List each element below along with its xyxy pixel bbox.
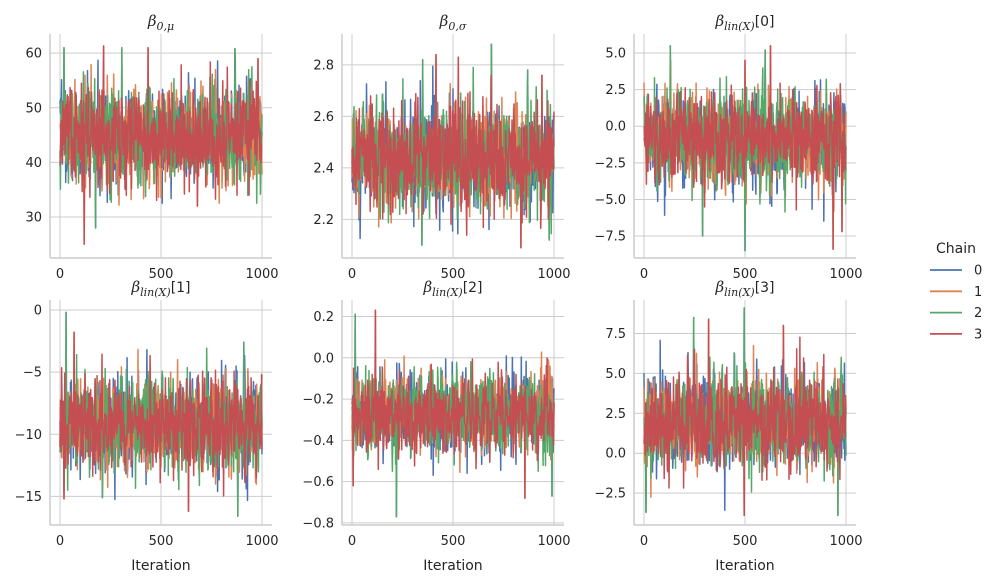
series-chain-3 — [351, 53, 555, 249]
x-tick-label: 1000 — [245, 534, 278, 549]
y-tick-label: 0 — [34, 303, 42, 318]
y-tick-label: 2.4 — [313, 161, 334, 176]
y-tick-label: −0.4 — [302, 434, 334, 449]
y-tick-label: 2.5 — [605, 407, 626, 422]
y-tick-label: 40 — [25, 156, 42, 171]
x-tick-label: 0 — [640, 534, 648, 549]
y-tick-label: −0.8 — [302, 516, 334, 531]
x-tick-label: 0 — [56, 267, 64, 282]
x-tick-label: 1000 — [829, 534, 862, 549]
y-tick-label: −2.5 — [594, 156, 626, 171]
x-axis-title: Iteration — [715, 558, 774, 574]
panel-title: βlin(X)[0] — [714, 12, 774, 33]
y-tick-label: 5.0 — [605, 367, 626, 382]
x-tick-label: 500 — [441, 267, 466, 282]
series-chain-3 — [643, 318, 847, 517]
y-tick-label: 50 — [25, 101, 42, 116]
x-tick-label: 1000 — [537, 267, 570, 282]
x-tick-label: 500 — [441, 534, 466, 549]
panel-3: −7.5 −5.0 −2.5 0.0 2.5 5.0 0 500 1000 βlin(X)[0] — [594, 12, 862, 282]
y-tick-label: −2.5 — [594, 487, 626, 502]
x-tick-label: 0 — [348, 534, 356, 549]
legend-label-2: 2 — [974, 306, 982, 321]
traces — [59, 45, 263, 246]
legend-label-1: 1 — [974, 285, 982, 300]
panel-title: βlin(X)[2] — [422, 278, 482, 299]
x-tick-label: 0 — [348, 267, 356, 282]
panel-title: βlin(X)[3] — [714, 278, 774, 299]
panel-6: −2.5 0.0 2.5 5.0 7.5 0 500 1000 Iteration βlin(X)… — [594, 278, 862, 574]
panel-1: 30 40 50 60 0 500 1000 β0,μ — [25, 12, 278, 282]
y-tick-label: 2.8 — [313, 58, 334, 73]
y-tick-label: 60 — [25, 47, 42, 62]
y-tick-label: 5.0 — [605, 47, 626, 62]
x-tick-label: 1000 — [829, 267, 862, 282]
legend: Chain 0 1 2 3 — [930, 241, 982, 342]
traces — [59, 311, 263, 518]
y-tick-label: 0.2 — [313, 310, 334, 325]
y-tick-label: −0.2 — [302, 393, 334, 408]
traces — [351, 309, 555, 518]
panel-4: −15 −10 −5 0 0 500 1000 Iteration βlin(X)[1] — [15, 278, 279, 574]
y-tick-label: 0.0 — [605, 120, 626, 135]
traces — [643, 44, 847, 252]
y-tick-label: −10 — [15, 428, 42, 443]
traces — [643, 307, 847, 517]
panel-title: β0,μ — [147, 12, 174, 33]
y-tick-label: −7.5 — [594, 230, 626, 245]
y-tick-label: −15 — [15, 490, 42, 505]
x-axis-title: Iteration — [423, 558, 482, 574]
series-chain-3 — [643, 44, 847, 250]
y-tick-label: −5 — [23, 366, 42, 381]
series-chain-3 — [351, 309, 555, 499]
y-tick-label: 0.0 — [313, 351, 334, 366]
x-tick-label: 0 — [640, 267, 648, 282]
x-tick-label: 1000 — [245, 267, 278, 282]
y-tick-label: −0.6 — [302, 475, 334, 490]
y-tick-label: 0.0 — [605, 447, 626, 462]
x-tick-label: 1000 — [537, 534, 570, 549]
y-tick-label: 30 — [25, 211, 42, 226]
legend-title: Chain — [936, 241, 976, 257]
y-tick-label: 2.6 — [313, 110, 334, 125]
x-tick-label: 500 — [733, 534, 758, 549]
series-chain-3 — [59, 331, 263, 513]
y-tick-label: 2.2 — [313, 213, 334, 228]
panel-title: β0,σ — [439, 12, 467, 33]
x-tick-label: 500 — [149, 267, 174, 282]
x-tick-label: 500 — [149, 534, 174, 549]
legend-label-0: 0 — [974, 264, 982, 279]
panel-5: −0.8 −0.6 −0.4 −0.2 0.0 0.2 0 500 1000 Iteration β… — [302, 278, 570, 574]
series-chain-3 — [59, 45, 263, 246]
legend-label-3: 3 — [974, 327, 982, 342]
x-axis-title: Iteration — [131, 558, 190, 574]
x-tick-label: 500 — [733, 267, 758, 282]
y-tick-label: 2.5 — [605, 83, 626, 98]
x-tick-label: 0 — [56, 534, 64, 549]
panel-2: 2.2 2.4 2.6 2.8 0 500 1000 β0,σ — [313, 12, 570, 282]
y-tick-label: −5.0 — [594, 193, 626, 208]
traces — [351, 43, 555, 249]
panel-title: βlin(X)[1] — [130, 278, 190, 299]
y-tick-label: 7.5 — [605, 327, 626, 342]
